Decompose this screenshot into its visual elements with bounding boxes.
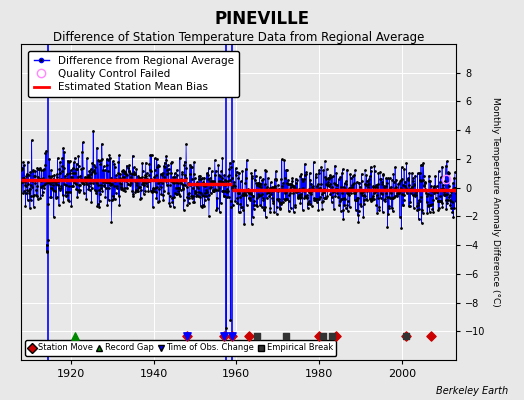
Point bbox=[402, 332, 410, 339]
Point bbox=[282, 332, 290, 339]
Point bbox=[228, 332, 236, 339]
Text: Berkeley Earth: Berkeley Earth bbox=[436, 386, 508, 396]
Text: PINEVILLE: PINEVILLE bbox=[214, 10, 310, 28]
Point bbox=[402, 332, 410, 339]
Point bbox=[220, 332, 228, 339]
Title: Difference of Station Temperature Data from Regional Average: Difference of Station Temperature Data f… bbox=[53, 31, 424, 44]
Point bbox=[315, 332, 323, 339]
Point bbox=[332, 332, 340, 339]
Point bbox=[253, 332, 261, 339]
Point bbox=[71, 332, 79, 339]
Point bbox=[328, 332, 336, 339]
Point bbox=[220, 332, 228, 339]
Point bbox=[182, 332, 191, 339]
Legend: Difference from Regional Average, Quality Control Failed, Estimated Station Mean: Difference from Regional Average, Qualit… bbox=[28, 51, 239, 98]
Point bbox=[228, 332, 236, 339]
Point bbox=[319, 332, 328, 339]
Point bbox=[427, 332, 435, 339]
Point bbox=[182, 332, 191, 339]
Y-axis label: Monthly Temperature Anomaly Difference (°C): Monthly Temperature Anomaly Difference (… bbox=[491, 97, 500, 307]
Point bbox=[245, 332, 253, 339]
